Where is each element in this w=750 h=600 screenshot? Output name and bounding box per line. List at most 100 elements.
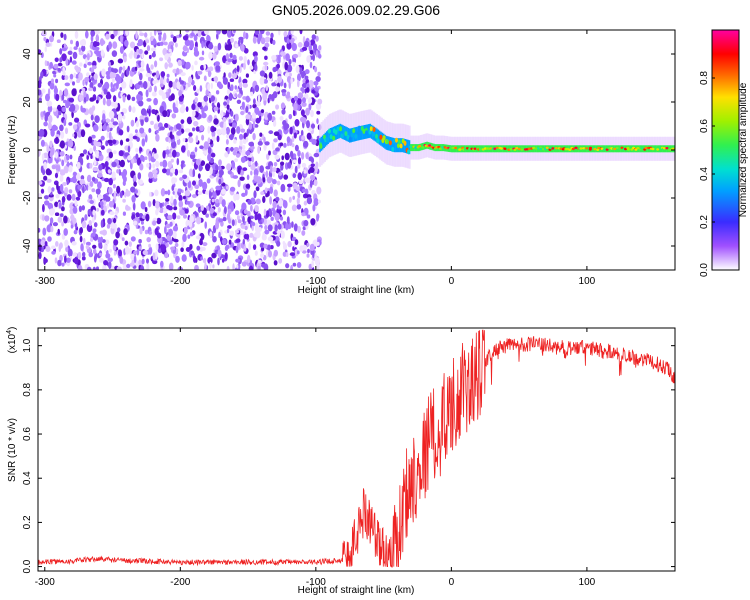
noise-speckle: [280, 161, 285, 166]
noise-speckle: [138, 246, 142, 250]
noise-speckle: [182, 35, 189, 41]
noise-speckle: [150, 47, 157, 52]
y-tick-label: 40: [22, 48, 33, 60]
noise-speckle: [150, 64, 154, 70]
noise-speckle: [117, 75, 122, 84]
ridge-body: [336, 125, 339, 139]
noise-speckle: [108, 177, 113, 186]
noise-speckle: [86, 266, 92, 270]
noise-speckle: [263, 217, 267, 225]
noise-speckle: [133, 220, 138, 226]
noise-speckle: [253, 98, 256, 105]
noise-speckle: [285, 252, 289, 257]
noise-speckle: [245, 106, 249, 113]
noise-speckle: [103, 244, 108, 252]
noise-speckle: [304, 177, 309, 183]
noise-speckle: [38, 149, 41, 157]
noise-speckle: [221, 30, 228, 35]
noise-speckle: [223, 101, 228, 106]
noise-speckle: [64, 187, 69, 194]
noise-speckle: [245, 114, 251, 120]
noise-speckle: [43, 121, 48, 127]
noise-speckle: [225, 139, 229, 145]
noise-speckle: [98, 152, 102, 157]
noise-speckle: [116, 107, 120, 112]
noise-speckle: [202, 242, 208, 247]
noise-speckle: [294, 165, 298, 174]
noise-speckle: [112, 121, 119, 126]
noise-speckle: [122, 94, 126, 103]
noise-speckle: [152, 80, 157, 85]
noise-speckle: [68, 97, 75, 103]
noise-speckle: [217, 207, 221, 213]
noise-speckle: [215, 198, 220, 204]
noise-speckle: [241, 261, 247, 267]
noise-speckle: [90, 67, 95, 73]
noise-speckle: [186, 149, 191, 157]
ridge-core: [481, 148, 485, 151]
noise-speckle: [303, 117, 307, 125]
noise-speckle: [310, 218, 316, 226]
noise-speckle: [228, 119, 232, 124]
noise-speckle: [283, 200, 288, 209]
y-tick-label: -20: [22, 190, 33, 205]
noise-speckle: [63, 228, 68, 236]
noise-speckle: [227, 147, 230, 155]
noise-speckle: [255, 101, 261, 107]
noise-speckle: [291, 221, 294, 228]
noise-speckle: [138, 239, 142, 244]
noise-speckle: [185, 142, 189, 151]
noise-speckle: [259, 30, 265, 35]
noise-speckle: [91, 176, 96, 182]
noise-speckle: [245, 150, 251, 156]
noise-speckle: [311, 260, 314, 268]
noise-speckle: [304, 75, 309, 80]
noise-speckle: [49, 82, 55, 90]
noise-speckle: [246, 210, 251, 217]
noise-speckle: [200, 160, 206, 167]
noise-speckle: [225, 53, 230, 61]
noise-speckle: [235, 258, 241, 263]
ridge-body: [395, 138, 397, 153]
noise-speckle: [305, 107, 310, 116]
noise-speckle: [271, 142, 275, 150]
noise-speckle: [273, 189, 278, 197]
noise-speckle: [257, 259, 262, 264]
noise-speckle: [228, 92, 233, 101]
noise-speckle: [181, 145, 186, 153]
noise-speckle: [126, 125, 130, 133]
noise-speckle: [196, 245, 201, 251]
noise-speckle: [287, 186, 291, 192]
ridge-core: [463, 148, 467, 151]
noise-speckle: [45, 42, 51, 47]
noise-speckle: [174, 188, 178, 193]
noise-speckle: [236, 126, 241, 134]
noise-speckle: [95, 34, 99, 43]
noise-speckle: [159, 126, 165, 131]
noise-speckle: [44, 46, 47, 53]
noise-speckle: [142, 250, 148, 256]
ridge-core: [391, 146, 395, 152]
noise-speckle: [317, 98, 323, 105]
ridge-core: [585, 147, 589, 150]
noise-speckle: [236, 65, 240, 73]
noise-speckle: [251, 225, 254, 231]
noise-speckle: [117, 113, 123, 122]
ridge-core: [357, 125, 361, 131]
noise-speckle: [292, 195, 296, 200]
noise-speckle: [121, 81, 127, 89]
noise-speckle: [294, 119, 300, 127]
noise-speckle: [226, 185, 230, 190]
noise-speckle: [111, 50, 118, 57]
noise-speckle: [216, 245, 220, 252]
spectrogram-x-ticks: -300 -200 -100 0 100: [35, 30, 596, 287]
noise-speckle: [164, 62, 168, 70]
noise-speckle: [38, 251, 42, 260]
noise-speckle: [297, 42, 303, 48]
noise-speckle: [195, 158, 201, 166]
noise-speckle: [315, 76, 321, 82]
noise-speckle: [306, 120, 310, 129]
noise-speckle: [86, 53, 90, 61]
noise-speckle: [188, 132, 193, 137]
noise-speckle: [79, 227, 84, 234]
